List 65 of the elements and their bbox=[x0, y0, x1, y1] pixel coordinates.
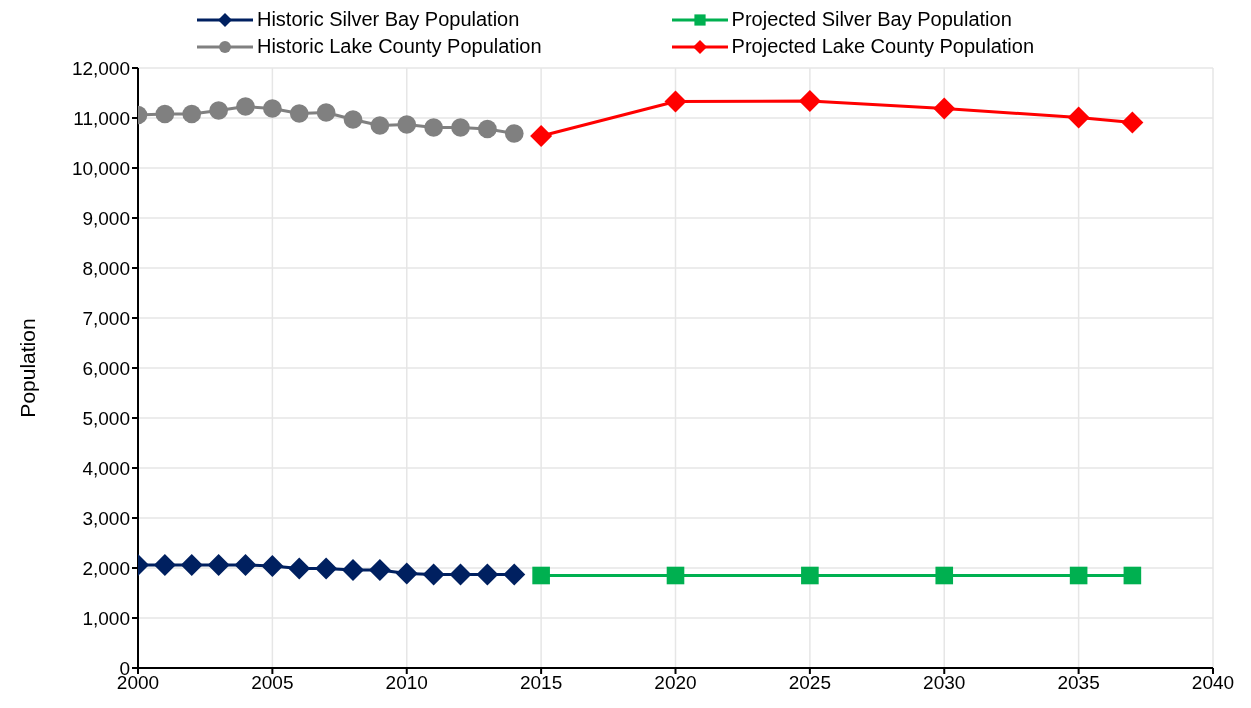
point bbox=[315, 557, 338, 580]
point bbox=[798, 90, 821, 112]
y-tick-label: 2,000 bbox=[82, 557, 130, 579]
y-tick-label: 6,000 bbox=[82, 357, 130, 379]
x-tick-label: 2010 bbox=[385, 672, 428, 694]
point bbox=[1069, 566, 1088, 585]
x-tick-label: 2005 bbox=[251, 672, 294, 694]
point bbox=[288, 557, 311, 580]
point bbox=[476, 563, 499, 586]
x-tick-label: 2035 bbox=[1057, 672, 1100, 694]
y-axis-title: Population bbox=[16, 318, 40, 418]
y-tick-label: 8,000 bbox=[82, 257, 130, 279]
point bbox=[316, 103, 336, 122]
point bbox=[424, 118, 443, 137]
point bbox=[478, 119, 497, 139]
x-tick-label: 2015 bbox=[519, 672, 563, 694]
point bbox=[504, 124, 524, 143]
y-tick-label: 11,000 bbox=[73, 107, 130, 129]
point bbox=[180, 554, 203, 576]
y-tick-label: 9,000 bbox=[82, 207, 130, 229]
point bbox=[532, 566, 550, 585]
point bbox=[1123, 566, 1142, 585]
y-tick-label: 1,000 bbox=[82, 607, 130, 629]
point bbox=[289, 104, 309, 123]
y-tick-label: 3,000 bbox=[82, 507, 130, 529]
x-tick-label: 2040 bbox=[1191, 672, 1235, 694]
legend-label: Historic Silver Bay Population bbox=[256, 8, 520, 31]
y-tick-label: 10,000 bbox=[71, 157, 130, 179]
point bbox=[935, 566, 954, 585]
legend-label: Projected Silver Bay Population bbox=[731, 8, 1012, 31]
point bbox=[155, 104, 175, 124]
point bbox=[182, 104, 202, 124]
point bbox=[666, 566, 685, 585]
point bbox=[530, 125, 553, 147]
point bbox=[422, 563, 445, 586]
point bbox=[397, 115, 417, 134]
point bbox=[1067, 106, 1090, 129]
legend-label: Projected Lake County Population bbox=[731, 35, 1035, 58]
point bbox=[664, 90, 687, 113]
y-tick-label: 5,000 bbox=[82, 407, 130, 429]
point bbox=[234, 554, 257, 576]
point bbox=[153, 554, 176, 576]
point bbox=[503, 563, 526, 586]
y-tick-label: 12,000 bbox=[71, 57, 130, 79]
point bbox=[342, 559, 364, 581]
y-tick-label: 4,000 bbox=[82, 457, 130, 479]
point bbox=[801, 566, 819, 585]
point bbox=[451, 118, 470, 137]
x-tick-label: 2020 bbox=[654, 672, 697, 694]
legend-label: Historic Lake County Population bbox=[256, 35, 542, 58]
point bbox=[933, 97, 956, 120]
y-tick-label: 7,000 bbox=[82, 307, 130, 329]
point bbox=[263, 99, 282, 118]
point bbox=[370, 116, 390, 135]
point bbox=[236, 97, 255, 116]
point bbox=[395, 562, 418, 585]
x-tick-label: 2025 bbox=[788, 672, 832, 694]
point bbox=[368, 559, 391, 581]
point bbox=[1121, 111, 1144, 134]
point bbox=[449, 563, 472, 586]
point bbox=[209, 101, 228, 120]
point bbox=[207, 554, 230, 576]
point bbox=[343, 110, 363, 129]
x-tick-label: 2030 bbox=[923, 672, 966, 694]
point bbox=[261, 555, 284, 577]
